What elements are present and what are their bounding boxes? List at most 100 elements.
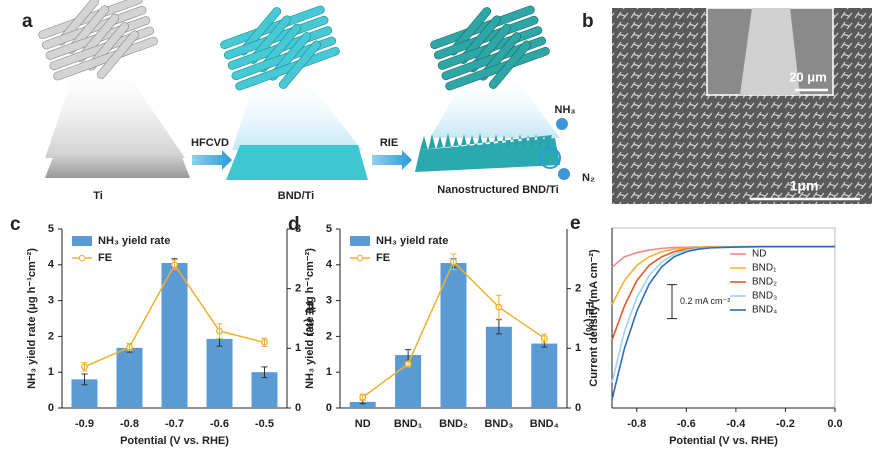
legend-label: ND [752,249,766,260]
x-tick-label: -0.7 [165,418,184,430]
arrow-label: RIE [380,137,398,149]
x-axis-label: Potential (V vs. RHE) [669,435,778,447]
y-tick-label: 2 [48,330,54,342]
mesh-wire [488,40,531,89]
current-curve [611,245,835,268]
y-tick-label: 4 [326,259,333,271]
arrow [192,150,232,170]
legend-label: BND₃ [752,291,777,302]
legend-marker [356,254,364,262]
legend-marker [78,254,86,262]
legend-label: BND₂ [752,277,777,288]
x-tick-label: BND₂ [439,418,468,430]
error-bar [541,333,548,343]
bar [251,372,278,408]
molecule-label: NH₃ [555,104,576,116]
molecule [556,118,568,130]
plot-frame [611,227,836,409]
panel-label: e [570,213,581,234]
y2-tick-label: 2 [575,283,581,295]
mesh-wire [96,30,139,79]
x-tick-label: BND₁ [394,418,423,430]
legend-swatch [72,236,92,246]
arrow-label: HFCVD [191,137,229,149]
bar [116,347,143,408]
error-bar [495,294,502,320]
schematic: a Ti BND/Ti Nanostructured BND/Ti HFCVD … [22,0,595,202]
y-tick-label: 0 [48,402,54,414]
cone [232,78,362,150]
error-bar [216,323,223,339]
y2-axis-label: FE (%) [583,301,595,336]
step-label: Ti [93,190,103,202]
error-bar [171,259,178,271]
y2-tick-label: 1 [575,342,581,354]
x-tick-label: -0.6 [677,418,696,430]
error-bar [261,337,268,348]
y2-tick-label: 1 [295,342,301,354]
scale-bar [667,284,677,320]
legend-label: BND₄ [752,305,777,316]
y-tick-label: 4 [48,259,55,271]
error-bar [359,393,366,401]
y-axis-label: Current density (mA cm⁻²) [588,249,600,387]
bnd-slab [226,145,368,180]
step-label: BND/Ti [278,190,314,202]
y2-tick-label: 2 [295,283,301,295]
y-tick-label: 0 [326,402,332,414]
error-bar [81,373,88,386]
scale-label: 0.2 mA cm⁻² [680,296,730,306]
bar [161,263,188,408]
bar [206,338,233,408]
x-tick-label: -0.4 [726,418,746,430]
y-tick-label: 5 [48,223,54,235]
x-tick-label: 0.0 [827,418,842,430]
y2-tick-label: 0 [575,402,581,414]
legend-swatch [350,236,370,246]
x-tick-label: -0.9 [75,418,94,430]
current-curve [611,245,835,383]
x-tick-label: ND [355,418,371,430]
y2-tick-label: 0 [295,402,301,414]
step-label: Nanostructured BND/Ti [437,184,558,196]
error-bar [405,360,412,368]
y-tick-label: 1 [326,366,332,378]
panel-label: b [582,11,594,32]
x-tick-label: BND₄ [530,418,559,430]
y-tick-label: 2 [326,330,332,342]
error-bar [450,253,457,271]
legend-label: NH₃ yield rate [98,235,170,247]
y-tick-label: 5 [326,223,332,235]
error-bar [126,343,133,352]
fiber [740,8,800,95]
bar [440,263,467,408]
bar [531,343,558,408]
y-axis-label: NH₃ yield rate (μg h⁻¹cm⁻²) [304,248,316,389]
scale-label: 20 μm [789,69,827,84]
sem-panel: b 20 μm 1μm [582,7,872,204]
mesh-wire [278,40,321,89]
legend-label: BND₁ [752,263,777,274]
panel-label: c [10,214,21,235]
y2-tick-label: 3 [295,223,301,235]
bar [485,326,512,408]
cone [45,70,185,158]
y-tick-label: 3 [326,295,332,307]
error-bar [261,366,268,379]
y2-axis-label: FE (%) [303,301,315,336]
legend-label: FE [98,252,112,264]
x-tick-label: BND₃ [484,418,513,430]
panel-label: d [288,214,300,235]
panel-label: a [22,11,33,32]
bar [349,401,376,408]
x-tick-label: -0.8 [120,418,139,430]
legend-label: FE [376,252,390,264]
spikes [420,133,552,150]
x-tick-label: -0.8 [627,418,646,430]
x-tick-label: -0.5 [255,418,274,430]
error-bar [81,362,88,372]
y-tick-label: 1 [48,366,54,378]
scale-label: 1μm [790,178,819,194]
molecule-label: N₂ [582,172,595,184]
cycle [539,147,561,169]
